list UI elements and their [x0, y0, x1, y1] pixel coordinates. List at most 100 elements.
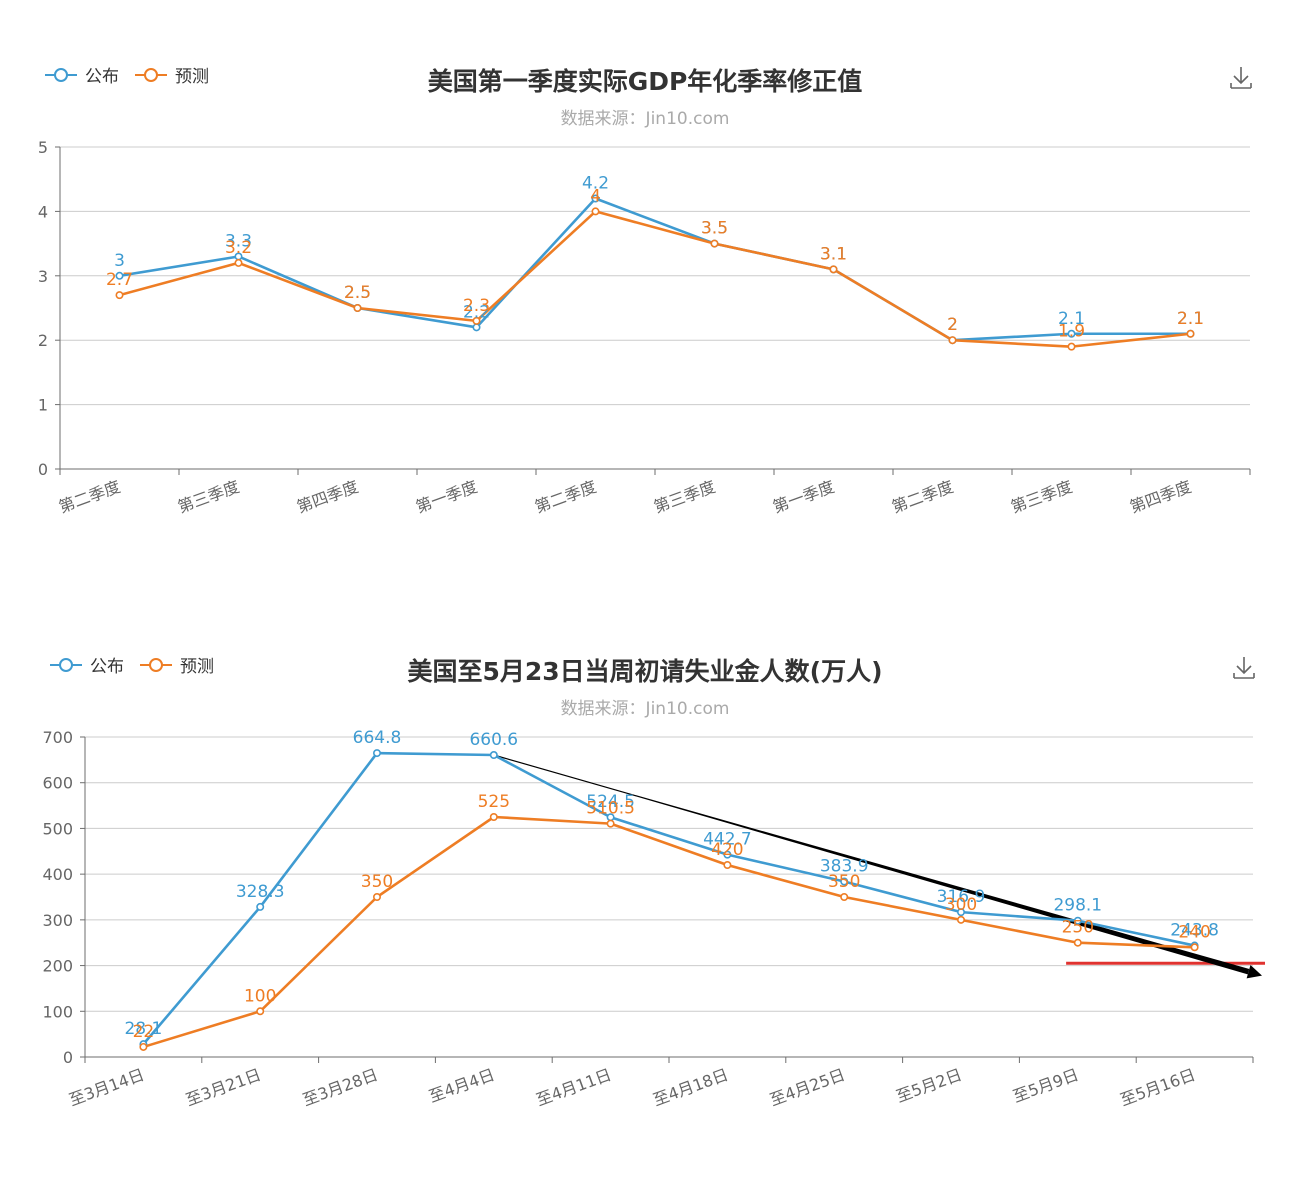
x-tick-label: 至3月28日 [300, 1065, 380, 1110]
trend-arrow-head [1246, 964, 1262, 979]
y-tick-label: 500 [42, 819, 73, 838]
data-point [115, 291, 124, 300]
chart-subtitle: 数据来源：Jin10.com [560, 699, 730, 719]
data-label: 240 [1178, 922, 1210, 942]
legend-line-marker-icon [45, 67, 77, 82]
y-tick-label: 2 [38, 331, 48, 350]
series-line [119, 197, 1191, 342]
data-label: 100 [244, 986, 276, 1006]
data-label: 525 [478, 792, 510, 812]
trend-arrow-shaft [631, 794, 1250, 975]
data-point [489, 813, 498, 822]
x-tick-label: 第一季度 [770, 477, 837, 517]
data-point [591, 194, 600, 203]
data-label: 2.5 [344, 283, 371, 303]
data-label: 383.9 [820, 857, 869, 877]
data-label: 3.1 [820, 244, 847, 264]
data-label: 2.1 [1177, 309, 1204, 329]
legend-label: 公布 [85, 67, 119, 87]
x-tick-label: 第二季度 [532, 477, 599, 517]
data-point [372, 749, 381, 758]
data-label: 3.2 [225, 238, 252, 258]
legend-item-published[interactable]: 公布 [50, 652, 124, 677]
y-tick-label: 3 [38, 267, 48, 286]
legend-line-marker-icon [135, 67, 167, 82]
legend-line-marker-icon [140, 657, 172, 672]
data-label: 442.7 [703, 830, 752, 850]
series-line [143, 815, 1195, 1049]
data-point [1073, 938, 1082, 947]
data-label: 3 [114, 251, 125, 271]
data-label: 4.2 [582, 174, 609, 194]
chart-legend: 公布 预测 [45, 62, 225, 87]
y-tick-label: 600 [42, 774, 73, 793]
y-tick-label: 1 [38, 396, 48, 415]
data-label: 660.6 [469, 730, 518, 750]
download-icon[interactable] [1227, 64, 1255, 92]
data-label: 2 [947, 315, 958, 335]
data-label: 2.3 [463, 296, 490, 316]
data-label: 2.2 [463, 302, 490, 322]
x-tick-label: 第一季度 [413, 477, 480, 517]
data-label: 420 [711, 840, 743, 860]
claims-line-chart: 0 100 200 300 400 500 600 700 至3月14日 至3月21日 至3月28日… [42, 728, 1265, 1110]
data-point [956, 908, 965, 917]
data-label: 510.5 [586, 799, 635, 819]
data-point [723, 860, 732, 869]
x-tick-label: 第二季度 [56, 477, 123, 517]
data-point [840, 877, 849, 886]
data-point [256, 902, 265, 911]
data-point [115, 271, 124, 280]
data-label: 28.1 [124, 1019, 162, 1039]
data-label: 1.9 [1058, 322, 1085, 342]
legend-label: 预测 [180, 657, 214, 677]
gdp-chart-panel: 公布 预测 美国第一季度实际GDP年化季率修正值 数据来源：Jin10.com … [0, 0, 1290, 590]
chart-title: 美国至5月23日当周初请失业金人数(万人) [407, 657, 883, 686]
data-label: 22 [133, 1022, 155, 1042]
data-point [710, 239, 719, 248]
data-label: 2.1 [1177, 309, 1204, 329]
x-tick-label: 至4月11日 [534, 1065, 614, 1110]
legend-item-forecast[interactable]: 预测 [135, 62, 209, 87]
data-point [489, 751, 498, 760]
data-label: 524.5 [586, 792, 635, 812]
y-tick-label: 400 [42, 865, 73, 884]
x-tick-label: 第三季度 [1008, 477, 1075, 517]
data-point [829, 265, 838, 274]
y-tick-label: 0 [63, 1048, 73, 1067]
data-point [256, 1007, 265, 1016]
data-label: 300 [945, 895, 977, 915]
data-point [1073, 916, 1082, 925]
x-tick-label: 第四季度 [1127, 477, 1194, 517]
legend-label: 公布 [90, 657, 124, 677]
data-label: 2.5 [344, 283, 371, 303]
gdp-line-chart: 0 1 2 3 4 5 第二季度 第三季度 第四季度 第一季度 第二季度 第三季度 第一季度 第二季度 第三… [38, 138, 1251, 517]
data-point [723, 850, 732, 859]
x-tick-label: 至3月21日 [183, 1065, 263, 1110]
chart-legend: 公布 预测 [50, 652, 230, 677]
series-line [142, 751, 1195, 1045]
x-tick-label: 至5月9日 [1010, 1065, 1081, 1106]
data-point [139, 1042, 148, 1051]
y-tick-label: 4 [38, 202, 48, 221]
data-label: 298.1 [1053, 896, 1102, 916]
legend-item-forecast[interactable]: 预测 [140, 652, 214, 677]
data-point [591, 207, 600, 216]
x-tick-label: 至5月16日 [1118, 1065, 1198, 1110]
legend-label: 预测 [175, 67, 209, 87]
y-tick-label: 5 [38, 138, 48, 157]
data-point [840, 892, 849, 901]
data-label: 3.5 [701, 219, 728, 239]
data-label: 3.5 [701, 219, 728, 239]
data-label: 316.9 [937, 887, 986, 907]
x-tick-label: 第三季度 [175, 477, 242, 517]
data-point [1190, 943, 1199, 952]
data-point [1067, 329, 1076, 338]
data-label: 2.7 [106, 270, 133, 290]
download-icon[interactable] [1230, 654, 1258, 682]
chart-title: 美国第一季度实际GDP年化季率修正值 [427, 67, 863, 96]
data-point [606, 819, 615, 828]
legend-item-published[interactable]: 公布 [45, 62, 119, 87]
y-tick-label: 300 [42, 911, 73, 930]
data-point [948, 336, 957, 345]
